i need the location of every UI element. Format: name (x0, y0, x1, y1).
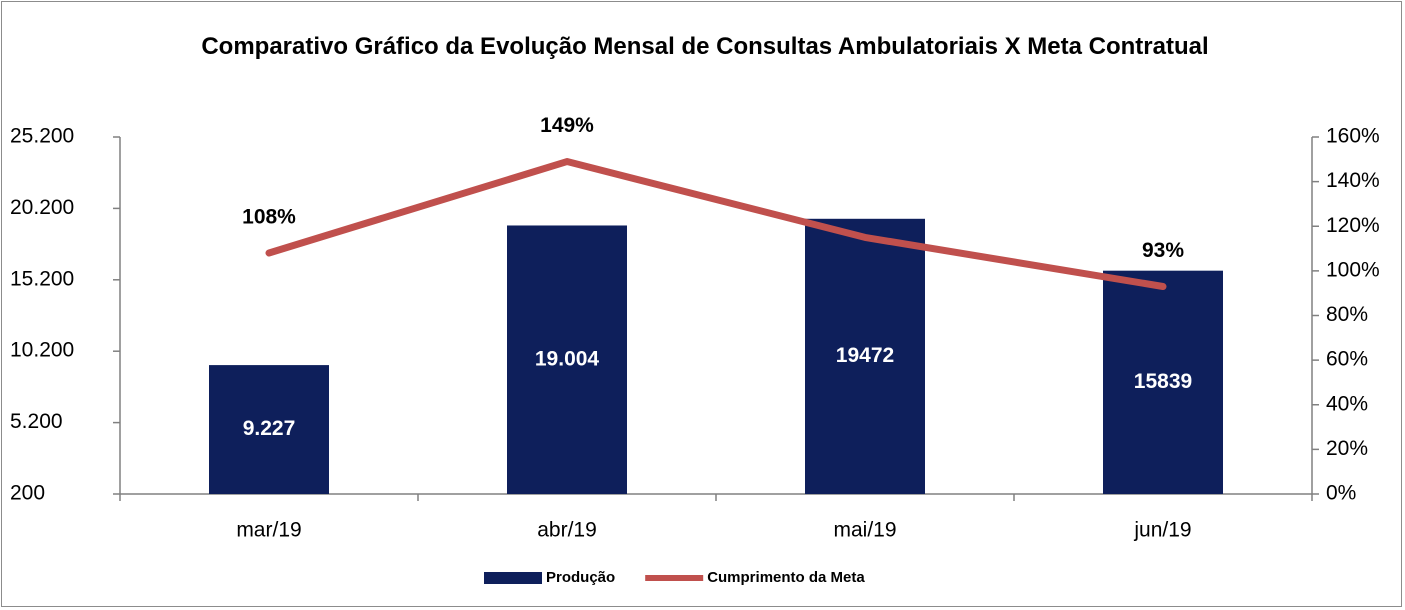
line (265, 158, 1167, 290)
y2-tick-label: 40% (1326, 392, 1368, 415)
y2-tick-label: 80% (1326, 303, 1368, 326)
bar (507, 225, 627, 494)
bar (1103, 270, 1223, 494)
y-tick-label: 10.200 (10, 339, 74, 362)
bar (209, 365, 329, 494)
y2-tick-label: 100% (1326, 258, 1380, 281)
bar-value-label: 19.004 (535, 347, 600, 370)
line-value-label: 93% (1142, 239, 1184, 262)
y-tick-label: 15.200 (10, 267, 74, 290)
y2-tick-label: 20% (1326, 437, 1368, 460)
x-tick-label: mar/19 (236, 519, 301, 542)
y2-tick-label: 0% (1326, 482, 1356, 505)
x-tick-label: abr/19 (537, 519, 597, 542)
y-tick-label: 25.200 (10, 125, 74, 148)
bar-value-label: 15839 (1134, 370, 1192, 393)
legend-swatch (484, 572, 542, 584)
y-tick-label: 20.200 (10, 196, 74, 219)
bar-value-label: 19472 (836, 344, 894, 367)
line-value-label: 149% (540, 114, 594, 137)
chart-title: Comparativo Gráfico da Evolução Mensal d… (201, 33, 1209, 60)
y2-tick-label: 120% (1326, 214, 1380, 237)
y2-tick-label: 60% (1326, 348, 1368, 371)
y2-tick-label: 140% (1326, 169, 1380, 192)
bar-value-label: 9.227 (243, 417, 296, 440)
x-tick-label: mai/19 (833, 519, 896, 542)
bar (805, 218, 925, 494)
x-tick-label: jun/19 (1133, 519, 1191, 542)
y-tick-label: 200 (10, 482, 45, 505)
y2-tick-label: 160% (1326, 125, 1380, 148)
legend-label: Produção (546, 569, 615, 586)
line-value-label: 108% (242, 206, 296, 229)
legend-label: Cumprimento da Meta (707, 569, 865, 586)
y-tick-label: 5.200 (10, 410, 63, 433)
